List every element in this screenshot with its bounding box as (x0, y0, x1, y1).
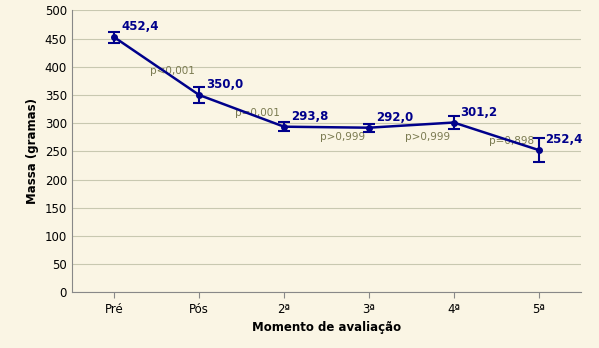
X-axis label: Momento de avaliação: Momento de avaliação (252, 321, 401, 334)
Text: 292,0: 292,0 (376, 111, 413, 124)
Text: p<0,001: p<0,001 (150, 66, 195, 76)
Text: p>0,999: p>0,999 (320, 132, 365, 142)
Text: 301,2: 301,2 (461, 105, 498, 119)
Text: 293,8: 293,8 (291, 110, 328, 123)
Text: p=0,001: p=0,001 (235, 108, 280, 118)
Text: p=0,898: p=0,898 (489, 136, 534, 146)
Text: p>0,999: p>0,999 (404, 132, 450, 142)
Y-axis label: Massa (gramas): Massa (gramas) (26, 98, 39, 204)
Text: 350,0: 350,0 (206, 78, 243, 91)
Text: 252,4: 252,4 (545, 133, 583, 146)
Text: 452,4: 452,4 (121, 20, 159, 33)
